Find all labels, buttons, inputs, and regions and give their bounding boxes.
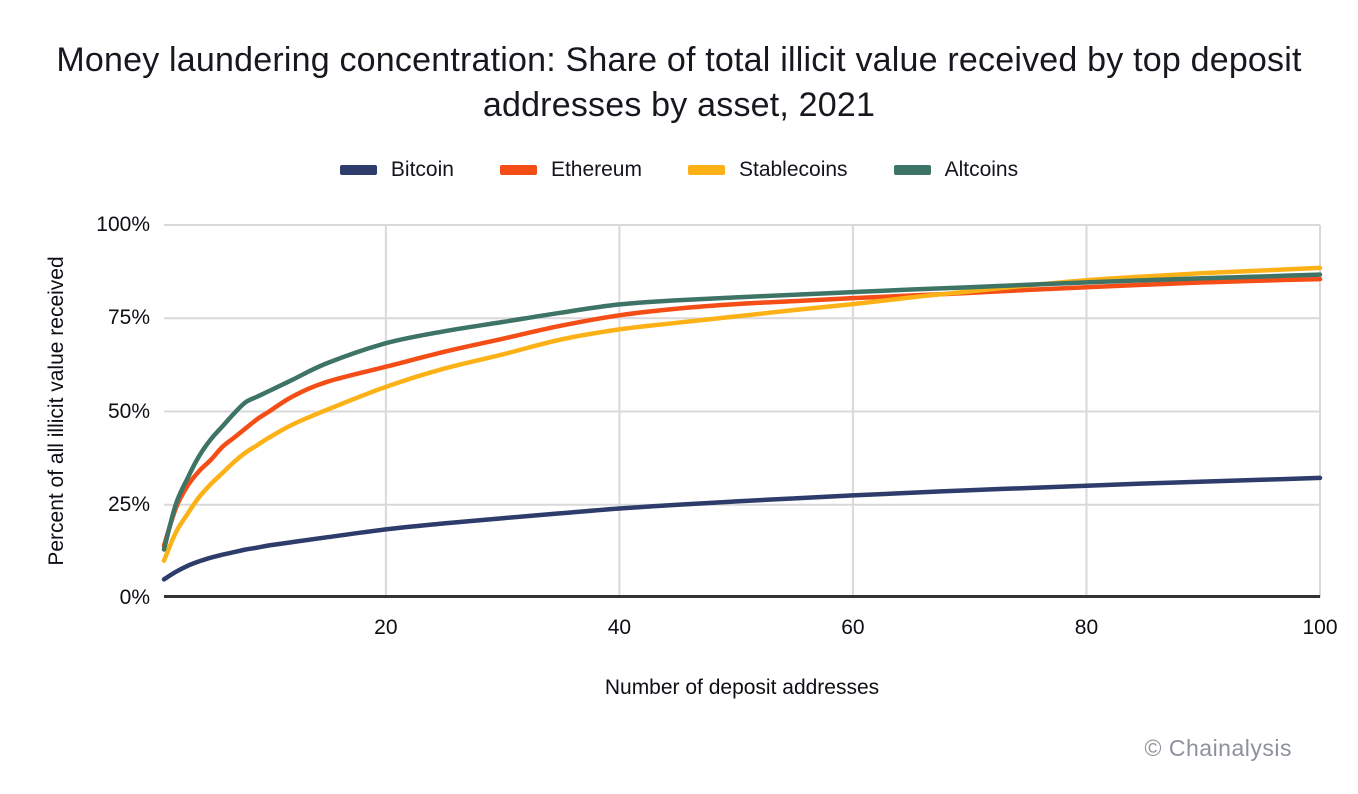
copyright-note: © Chainalysis	[1144, 735, 1292, 761]
x-tick-label: 60	[841, 616, 865, 639]
legend-label: Altcoins	[944, 158, 1019, 181]
legend-item-ethereum: Ethereum	[499, 158, 642, 182]
legend-item-bitcoin: Bitcoin	[339, 158, 454, 182]
plot-area: 0% 25% 50% 75% 100% 20 40 60 80 100	[96, 213, 1337, 639]
legend-item-altcoins: Altcoins	[893, 158, 1019, 182]
y-tick-label: 0%	[119, 586, 150, 609]
y-tick-label: 100%	[96, 213, 150, 236]
legend-label: Bitcoin	[390, 158, 454, 181]
series-line-bitcoin	[161, 475, 1323, 582]
y-tick-label: 75%	[107, 306, 150, 330]
x-axis-title: Number of deposit addresses	[604, 676, 880, 699]
legend-swatch-altcoins	[893, 165, 931, 175]
legend-label: Stablecoins	[738, 158, 848, 181]
legend-swatch-bitcoin	[339, 165, 377, 175]
chart-title: Money laundering concentration: Share of…	[56, 41, 1302, 124]
x-tick-label: 20	[374, 616, 398, 639]
legend-swatch-stablecoins	[687, 165, 725, 175]
legend-label: Ethereum	[550, 158, 642, 181]
series-line-stablecoins	[161, 265, 1323, 563]
legend: Bitcoin Ethereum Stablecoins Altcoins	[0, 158, 1358, 182]
plot-svg	[161, 224, 1323, 598]
y-axis-title: Percent of all illicit value received	[45, 256, 68, 566]
legend-swatch-ethereum	[499, 165, 537, 175]
x-tick-label: 80	[1074, 616, 1099, 639]
series-line-ethereum	[161, 276, 1323, 549]
legend-item-stablecoins: Stablecoins	[687, 158, 848, 182]
y-tick-label: 50%	[107, 399, 150, 423]
x-tick-label: 100	[1302, 616, 1338, 639]
x-tick-label: 40	[607, 616, 632, 639]
series-line-altcoins	[161, 272, 1323, 552]
y-tick-label: 25%	[107, 492, 150, 516]
